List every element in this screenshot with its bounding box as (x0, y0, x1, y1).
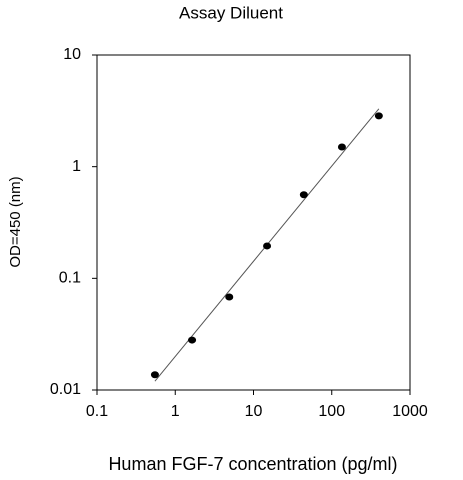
data-point (374, 112, 383, 120)
y-tick-label: 1 (72, 158, 81, 175)
data-point (150, 371, 159, 379)
x-tick-label: 100 (318, 403, 345, 420)
data-point (225, 293, 234, 301)
chart-title: Assay Diluent (179, 3, 283, 22)
x-tick-label: 1000 (392, 403, 428, 420)
data-point (188, 336, 197, 344)
x-axis-label: Human FGF-7 concentration (pg/ml) (108, 454, 397, 474)
data-point (263, 242, 272, 250)
x-tick-label: 10 (245, 403, 263, 420)
x-tick-label: 0.1 (86, 403, 108, 420)
y-tick-label: 0.01 (50, 381, 81, 398)
y-tick-label: 10 (63, 46, 81, 63)
data-point (337, 143, 346, 151)
data-point (299, 191, 308, 199)
y-axis-label: OD=450 (nm) (7, 176, 24, 267)
y-tick-label: 0.1 (59, 270, 81, 287)
x-tick-label: 1 (171, 403, 180, 420)
plot-frame (96, 54, 411, 391)
